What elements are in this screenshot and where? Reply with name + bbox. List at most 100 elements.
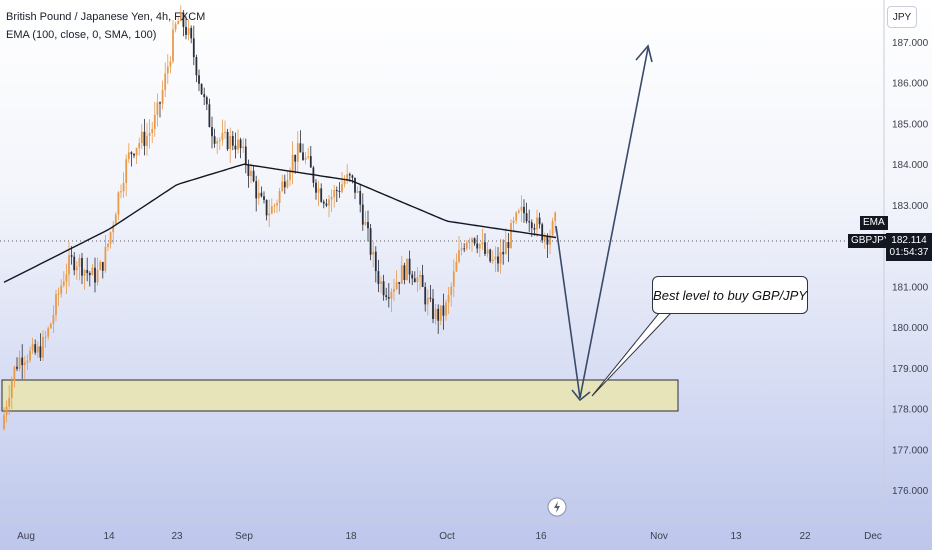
- candle-body: [94, 267, 96, 283]
- candle-body: [57, 293, 60, 295]
- candle-body: [96, 269, 99, 283]
- candle-body: [120, 191, 122, 193]
- candle-body: [439, 305, 442, 321]
- candle-body: [159, 102, 161, 104]
- countdown-value: 01:54:37: [889, 247, 929, 258]
- price-tick-label: 184.000: [892, 160, 929, 171]
- candle-body: [385, 295, 388, 297]
- candle-body: [5, 406, 8, 416]
- candle-body: [34, 344, 37, 353]
- candle-body: [367, 222, 369, 229]
- time-tick-label: 18: [345, 531, 357, 542]
- last-price-value: 182.114: [891, 235, 927, 246]
- candle-body: [29, 350, 31, 361]
- candle-body: [489, 249, 492, 262]
- price-axis[interactable]: 187.000186.000185.000184.000183.000182.0…: [892, 38, 929, 497]
- candle-body: [229, 136, 232, 150]
- candle-body: [278, 190, 281, 204]
- candle-body: [216, 141, 219, 144]
- annotation-callout[interactable]: Best level to buy GBP/JPY: [652, 276, 808, 314]
- candle-body: [286, 179, 289, 188]
- candle-body: [528, 221, 531, 223]
- candle-body: [549, 235, 551, 245]
- candle-body: [73, 256, 76, 271]
- indicator-title[interactable]: EMA (100, close, 0, SMA, 100): [6, 29, 157, 41]
- candle-body: [239, 139, 242, 149]
- candle-body: [122, 182, 125, 192]
- candle-body: [499, 251, 502, 264]
- candle-body: [291, 154, 294, 172]
- lightning-icon[interactable]: [547, 497, 567, 517]
- candle-body: [504, 242, 507, 255]
- candle-body: [130, 152, 133, 154]
- candle-body: [413, 278, 416, 283]
- price-tick-label: 181.000: [892, 282, 929, 293]
- candle-body: [91, 267, 94, 276]
- candle-body: [250, 170, 252, 177]
- candle-body: [333, 190, 336, 197]
- candle-body: [169, 61, 172, 67]
- candle-body: [377, 271, 380, 284]
- candle-body: [68, 255, 70, 275]
- candle-body: [270, 206, 273, 214]
- candle-body: [148, 133, 151, 136]
- time-tick-label: 13: [730, 531, 742, 542]
- candle-body: [307, 156, 310, 158]
- candle-body: [419, 274, 421, 278]
- candle-body: [185, 26, 187, 35]
- candle-body: [429, 297, 432, 299]
- candle-body: [382, 281, 385, 296]
- candle-body: [257, 192, 260, 199]
- candle-body: [23, 362, 26, 366]
- candle-body: [536, 217, 538, 230]
- candle-body: [49, 323, 52, 329]
- candle-body: [445, 302, 447, 316]
- candle-body: [263, 196, 265, 200]
- price-tick-label: 176.000: [892, 486, 929, 497]
- time-axis[interactable]: Aug 14 23 Sep 18 Oct 16 Nov 13 22 Dec: [17, 531, 882, 542]
- candle-body: [343, 181, 346, 185]
- candle-body: [273, 205, 276, 207]
- candle-body: [346, 174, 349, 182]
- candle-body: [55, 294, 57, 316]
- time-tick-label: Dec: [864, 531, 882, 542]
- candle-body: [47, 328, 50, 337]
- candle-body: [260, 192, 263, 197]
- candle-body: [83, 270, 86, 276]
- price-tick-label: 187.000: [892, 38, 929, 49]
- currency-button[interactable]: JPY: [887, 6, 917, 28]
- candle-body: [174, 24, 177, 30]
- candle-body: [486, 249, 489, 254]
- candle-body: [515, 212, 518, 221]
- candle-body: [296, 143, 299, 162]
- candle-body: [348, 174, 351, 176]
- candle-body: [502, 251, 505, 255]
- candle-body: [224, 131, 226, 134]
- candle-body: [252, 170, 255, 182]
- candle-body: [153, 114, 156, 129]
- candle-body: [450, 286, 453, 295]
- candle-body: [237, 139, 239, 150]
- candle-body: [543, 236, 546, 241]
- candle-body: [247, 165, 250, 177]
- candle-body: [289, 171, 291, 180]
- symbol-title[interactable]: British Pound / Japanese Yen, 4h, FXCM: [6, 11, 206, 23]
- candle-body: [179, 12, 182, 21]
- candle-body: [127, 152, 130, 160]
- candle-body: [81, 257, 83, 276]
- candle-body: [546, 236, 549, 245]
- support-zone[interactable]: [1, 379, 679, 412]
- candle-body: [460, 248, 463, 251]
- candle-body: [473, 238, 476, 244]
- candle-body: [226, 131, 229, 150]
- price-tick-label: 178.000: [892, 405, 929, 416]
- candle-body: [507, 242, 510, 248]
- candle-body: [551, 220, 554, 236]
- price-tick-label: 180.000: [892, 323, 929, 334]
- candle-body: [484, 242, 486, 254]
- candle-body: [187, 28, 190, 35]
- candle-body: [203, 94, 206, 98]
- candle-body: [398, 282, 401, 284]
- candle-body: [372, 251, 375, 255]
